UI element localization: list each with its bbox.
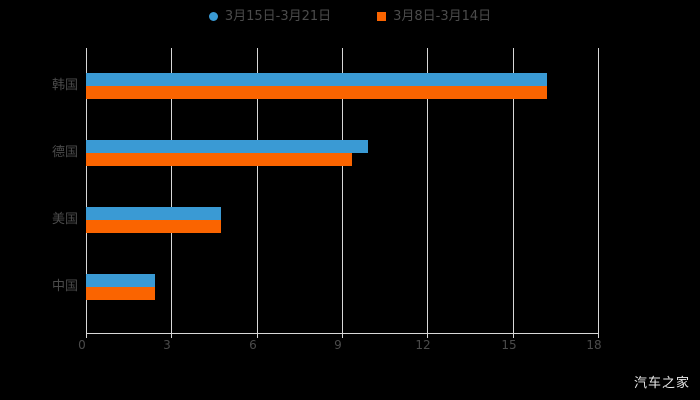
bar-1-1 <box>86 153 352 166</box>
circle-marker-icon <box>208 11 218 21</box>
gridline-15 <box>513 48 514 333</box>
chart-legend: 3月15日-3月21日 3月8日-3月14日 <box>0 4 700 28</box>
gridline-3 <box>171 48 172 333</box>
x-tick-mark-15 <box>513 333 514 338</box>
y-tick-label-0: 韩国 <box>51 78 78 93</box>
x-tick-label-0: 0 <box>78 338 86 352</box>
x-tick-label-12: 12 <box>415 338 431 352</box>
bar-0-1 <box>86 140 368 153</box>
gridline-0 <box>86 48 87 333</box>
x-tick-label-15: 15 <box>501 338 517 352</box>
bar-0-0 <box>86 73 547 86</box>
gridline-9 <box>342 48 343 333</box>
x-tick-mark-9 <box>342 333 343 338</box>
bar-1-2 <box>86 220 221 233</box>
bar-0-2 <box>86 207 221 220</box>
gridline-6 <box>257 48 258 333</box>
bar-1-0 <box>86 86 547 99</box>
square-marker-icon <box>377 11 387 21</box>
x-tick-label-6: 6 <box>249 338 257 352</box>
x-tick-mark-0 <box>86 333 87 338</box>
x-tick-label-9: 9 <box>334 338 342 352</box>
x-tick-label-18: 18 <box>586 338 602 352</box>
x-tick-mark-3 <box>171 333 172 338</box>
gridline-18 <box>598 48 599 333</box>
gridline-12 <box>427 48 428 333</box>
y-axis-labels: 韩国 德国 美国 中国 <box>4 0 78 400</box>
watermark: 汽车之家 <box>633 376 690 391</box>
legend-label-series-1: 3月8日-3月14日 <box>393 8 492 24</box>
legend-label-series-0: 3月15日-3月21日 <box>224 8 332 24</box>
bar-1-3 <box>86 287 155 300</box>
y-tick-label-2: 美国 <box>51 212 78 227</box>
x-tick-mark-12 <box>427 333 428 338</box>
x-tick-label-3: 3 <box>163 338 171 352</box>
y-tick-label-1: 德国 <box>51 145 78 160</box>
legend-item-series-1[interactable]: 3月8日-3月14日 <box>377 10 491 23</box>
plot-area <box>86 48 599 333</box>
y-tick-label-3: 中国 <box>51 279 78 294</box>
x-tick-mark-6 <box>257 333 258 338</box>
bar-0-3 <box>86 274 155 287</box>
legend-item-series-0[interactable]: 3月15日-3月21日 <box>208 8 332 24</box>
x-tick-mark-18 <box>598 333 599 338</box>
